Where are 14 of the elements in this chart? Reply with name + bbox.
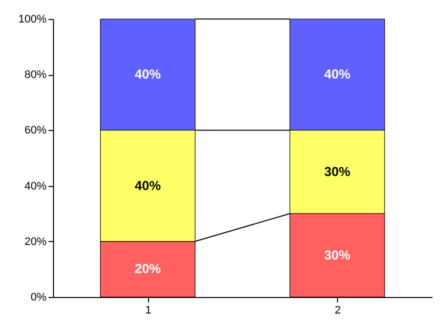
y-tick-label: 100%	[18, 14, 47, 26]
x-tick-label: 1	[145, 304, 152, 316]
y-tick-label: 40%	[24, 180, 47, 192]
x-tick-label: 2	[334, 304, 341, 316]
y-tick-label: 80%	[24, 69, 47, 82]
data-label: 20%	[134, 261, 162, 276]
y-tick-label: 0%	[30, 292, 47, 304]
data-label: 30%	[324, 164, 351, 179]
y-tick-label: 60%	[24, 124, 47, 137]
data-label: 40%	[324, 66, 351, 82]
data-label: 30%	[324, 247, 351, 262]
data-label: 40%	[134, 66, 162, 82]
y-tick-label: 20%	[24, 236, 47, 248]
data-label: 40%	[134, 178, 162, 193]
